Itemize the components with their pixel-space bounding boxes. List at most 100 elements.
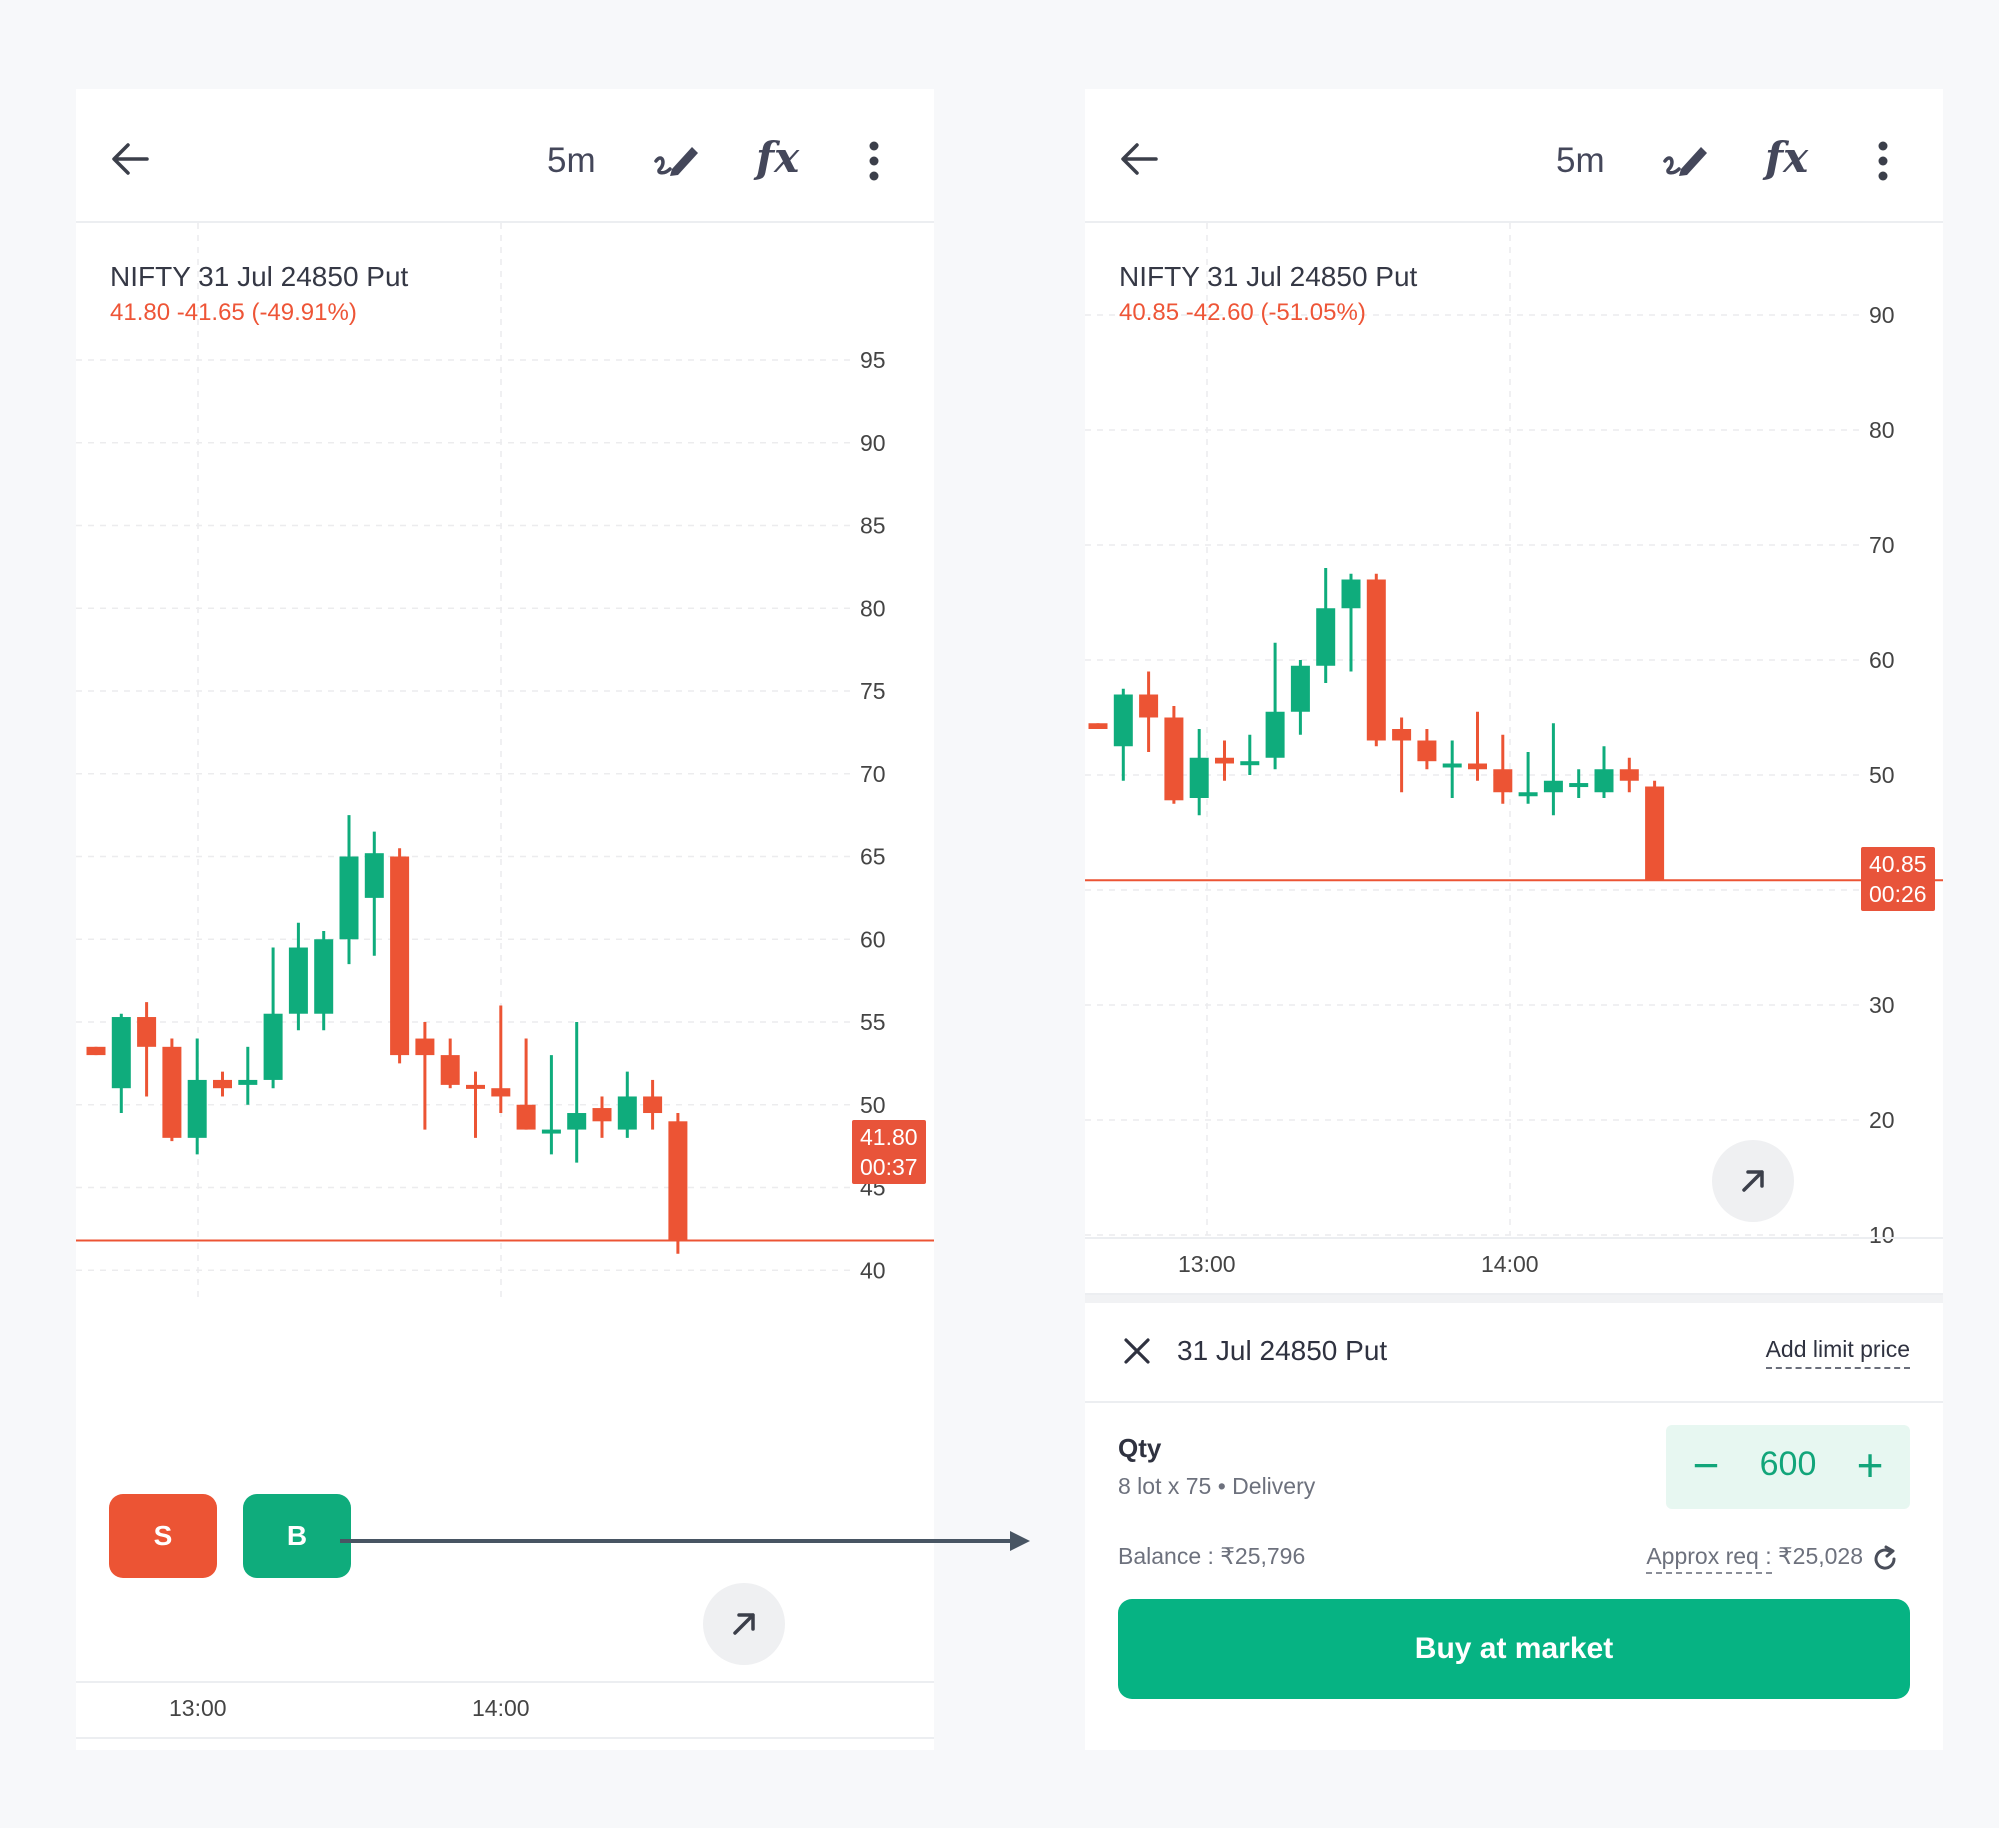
candle-body (1392, 729, 1412, 741)
more-vertical-icon[interactable] (1877, 141, 1889, 181)
order-sheet: 31 Jul 24850 Put Add limit price Qty 8 l… (1085, 1295, 1943, 1750)
buy-at-market-button[interactable]: Buy at market (1118, 1599, 1910, 1699)
time-tick-1300: 13:00 (1178, 1251, 1236, 1277)
candle-body (592, 1108, 612, 1122)
chart-toolbar: 5m fx (1085, 89, 1943, 223)
candle-body (1316, 608, 1336, 666)
candle-countdown: 00:26 (1869, 881, 1927, 907)
time-tick-1400: 14:00 (1481, 1251, 1539, 1277)
arrow-up-right-icon (1742, 1170, 1764, 1192)
candle-body (1113, 694, 1133, 747)
candle-body (1543, 780, 1563, 793)
instrument-title: NIFTY 31 Jul 24850 Put (110, 261, 409, 292)
chart-toolbar: 5m fx (76, 89, 934, 223)
price-tick-label: 80 (1869, 417, 1895, 443)
price-tick-label: 55 (860, 1009, 886, 1035)
approx-required-label[interactable]: Approx req : (1646, 1543, 1772, 1574)
expand-button[interactable] (703, 1583, 785, 1665)
price-tick-label: 60 (860, 926, 886, 952)
candle-body (1645, 786, 1665, 881)
pencil-squiggle-icon[interactable] (652, 139, 702, 179)
candle-body (1468, 763, 1487, 770)
order-instrument-title: 31 Jul 24850 Put (1177, 1335, 1388, 1366)
candle-body (1164, 717, 1184, 801)
price-tick-label: 75 (860, 678, 886, 704)
candle-body (415, 1038, 435, 1056)
time-axis: 13:00 14:00 (76, 1681, 934, 1739)
price-tick-label: 20 (1869, 1107, 1895, 1133)
candle-body (1442, 763, 1462, 768)
last-price: 41.80 (860, 1124, 918, 1150)
time-tick-1300: 13:00 (169, 1695, 227, 1721)
candle-body (516, 1104, 536, 1130)
candle-body (567, 1113, 587, 1130)
sell-button[interactable]: S (109, 1494, 217, 1578)
price-tick-label: 70 (860, 761, 886, 787)
instrument-price-change: 41.80 -41.65 (-49.91%) (110, 299, 357, 326)
candle-body (1341, 579, 1361, 609)
candle-body (1518, 792, 1538, 797)
candle-body (1189, 757, 1209, 798)
chart-screen-left: 5m fx 1520253035404550556065707580859095… (76, 89, 934, 1750)
chart-screen-right: 5m fx 102030405060708090 NIFTY 31 Jul 24… (1085, 89, 1943, 1750)
price-tick-label: 70 (1869, 532, 1895, 558)
candle-body (187, 1079, 207, 1138)
time-axis: 13:00 14:00 (1085, 1237, 1943, 1295)
timeframe-button[interactable]: 5m (1556, 141, 1605, 180)
more-vertical-icon[interactable] (868, 141, 880, 181)
quantity-stepper: − 600 + (1666, 1425, 1910, 1509)
candlestick-chart[interactable]: 1520253035404550556065707580859095 (76, 223, 934, 1303)
time-tick-1400: 14:00 (472, 1695, 530, 1721)
price-tick-label: 30 (1869, 992, 1895, 1018)
indicators-button[interactable]: fx (1765, 133, 1809, 182)
candlestick-chart[interactable]: 102030405060708090 (1085, 223, 1943, 1303)
last-price-tag: 41.80 00:37 (852, 1120, 926, 1184)
instrument-title: NIFTY 31 Jul 24850 Put (1119, 261, 1418, 292)
candle-body (1240, 761, 1260, 766)
qty-decrement-button[interactable]: − (1692, 1439, 1720, 1491)
approx-required-value: ₹25,028 (1778, 1543, 1863, 1569)
candle-body (643, 1096, 663, 1114)
candle-body (541, 1129, 561, 1134)
price-tick-label: 90 (860, 430, 886, 456)
candle-body (1417, 740, 1437, 762)
pencil-squiggle-icon[interactable] (1661, 139, 1711, 179)
add-limit-price-link[interactable]: Add limit price (1765, 1336, 1910, 1369)
candle-body (1088, 723, 1108, 729)
instrument-price-change: 40.85 -42.60 (-51.05%) (1119, 299, 1366, 326)
price-tick-label: 50 (860, 1092, 886, 1118)
candle-body (668, 1121, 688, 1241)
candle-body (1594, 769, 1614, 793)
candle-body (1215, 757, 1234, 764)
candle-body (86, 1046, 106, 1056)
refresh-icon[interactable] (1871, 1545, 1899, 1573)
buy-button[interactable]: B (243, 1494, 351, 1578)
flow-arrow (340, 1531, 1030, 1551)
candle-body (440, 1055, 460, 1085)
candle-body (1139, 694, 1159, 718)
candle-body (1290, 665, 1310, 712)
arrow-left-icon[interactable] (110, 141, 150, 177)
candle-body (288, 947, 308, 1014)
candle-body (364, 853, 384, 898)
qty-increment-button[interactable]: + (1856, 1439, 1884, 1491)
arrow-left-icon[interactable] (1119, 141, 1159, 177)
candle-body (238, 1079, 258, 1085)
candle-body (213, 1079, 232, 1089)
price-tick-label: 90 (1869, 302, 1895, 328)
candle-body (1265, 711, 1285, 758)
candle-body (491, 1088, 511, 1097)
approx-required: Approx req : ₹25,028 (1646, 1543, 1863, 1574)
price-tick-label: 10 (1869, 1222, 1895, 1248)
qty-label: Qty (1118, 1433, 1162, 1463)
price-tick-label: 40 (860, 1257, 886, 1283)
indicators-button[interactable]: fx (756, 133, 800, 182)
price-tick-label: 80 (860, 595, 886, 621)
expand-button[interactable] (1712, 1140, 1794, 1222)
candle-body (314, 939, 334, 1014)
qty-value[interactable]: 600 (1759, 1445, 1817, 1483)
close-icon[interactable] (1123, 1337, 1151, 1365)
timeframe-button[interactable]: 5m (547, 141, 596, 180)
price-tick-label: 60 (1869, 647, 1895, 673)
candle-body (263, 1013, 283, 1080)
